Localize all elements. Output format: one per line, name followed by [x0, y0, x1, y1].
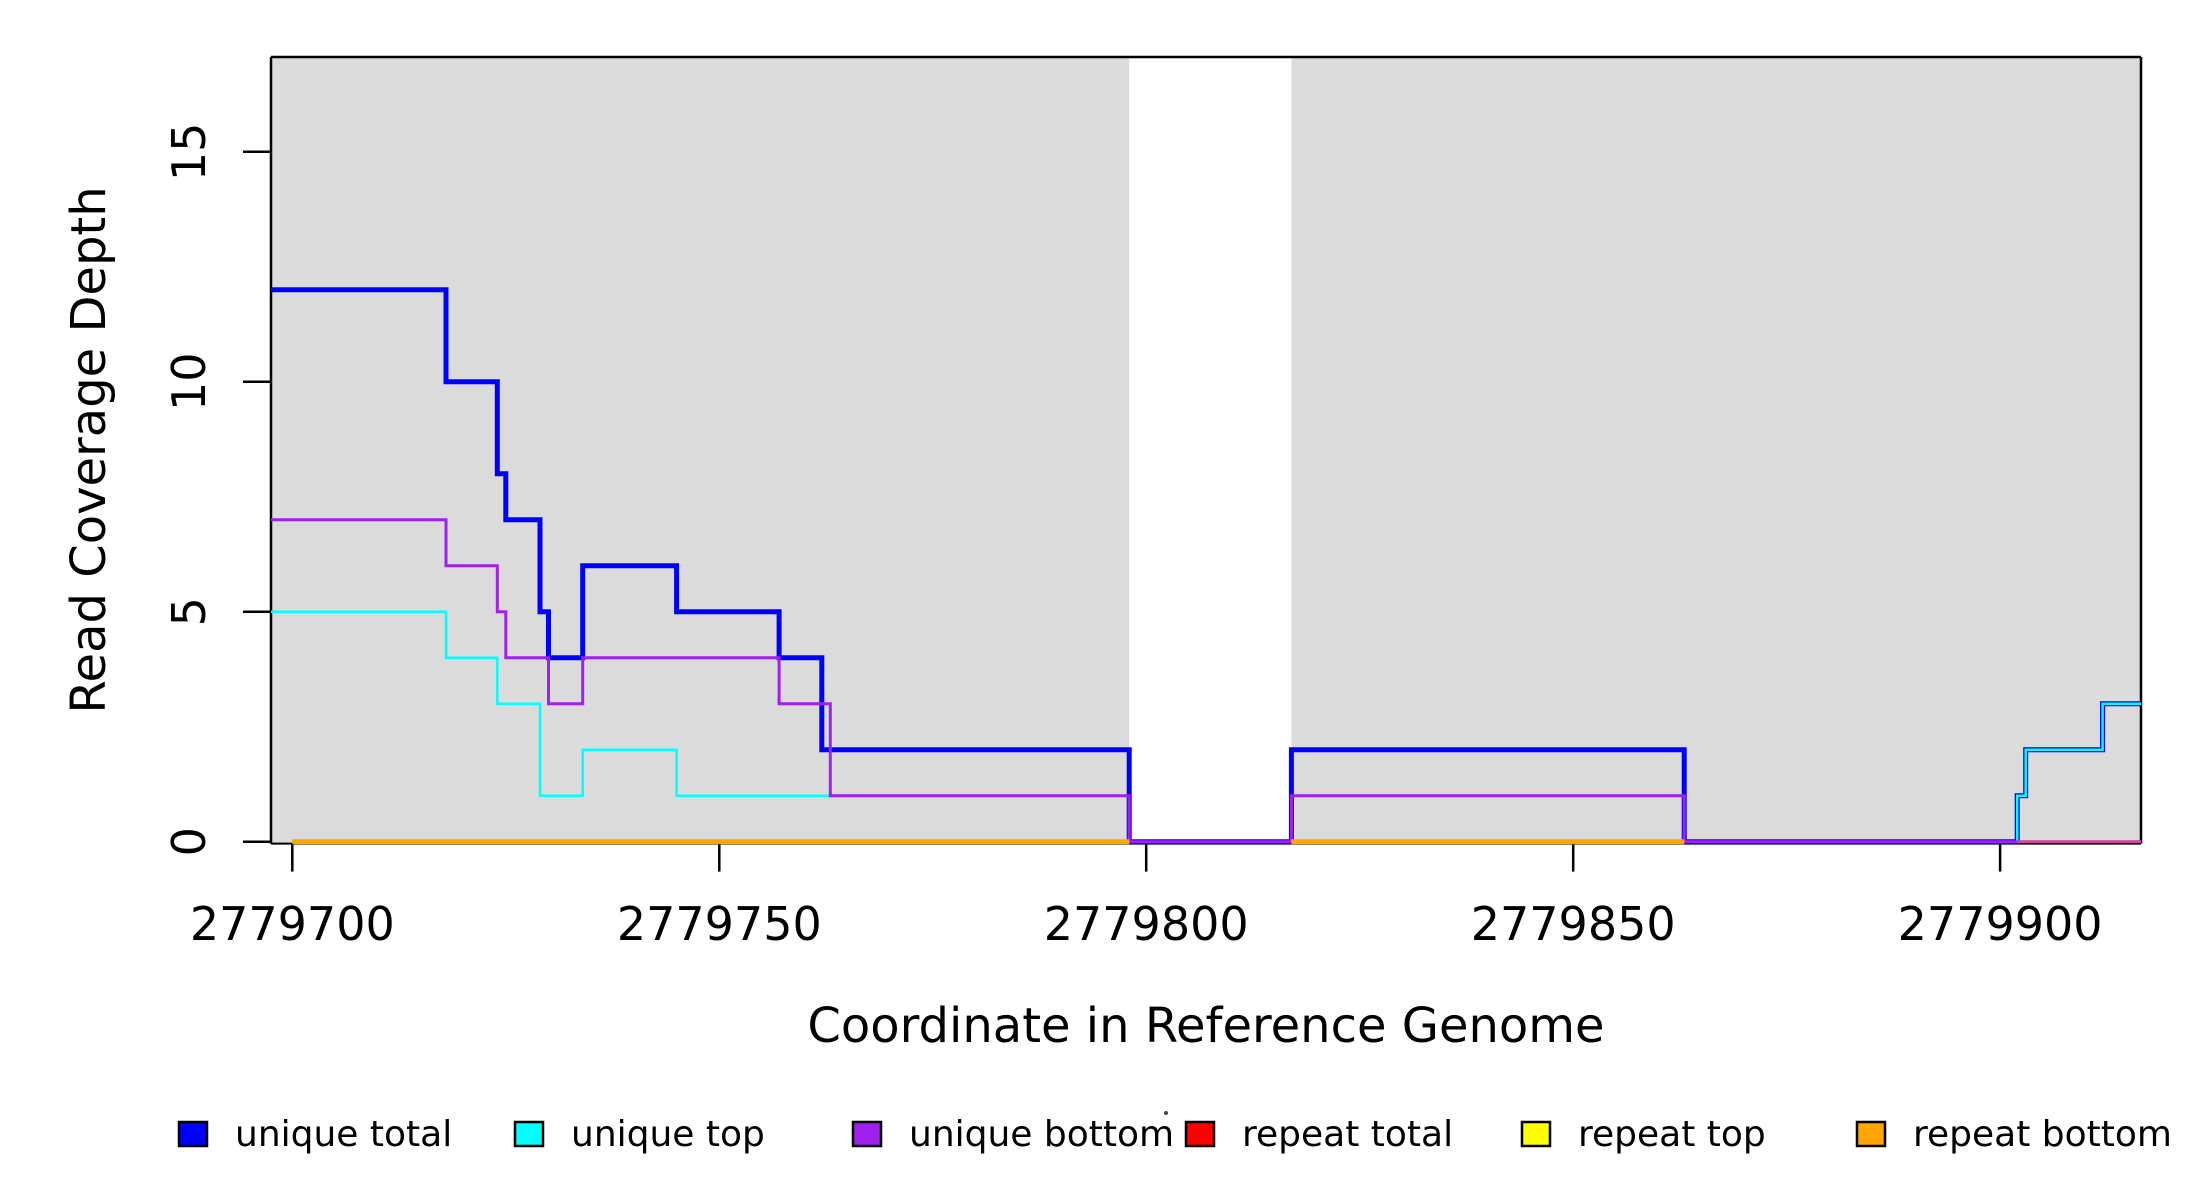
y-tick-label: 0 — [162, 827, 216, 856]
shaded-region — [271, 57, 1130, 844]
unique-top-swatch-icon — [513, 1120, 545, 1148]
legend-item-unique-total: unique total — [177, 1114, 452, 1155]
legend-item-repeat-bottom: repeat bottom — [1855, 1114, 2172, 1155]
legend-item-label: repeat bottom — [1913, 1114, 2172, 1155]
x-tick-label: 2779700 — [190, 897, 395, 951]
x-tick-label: 2779750 — [617, 897, 822, 951]
legend-item-label: repeat top — [1578, 1114, 1766, 1155]
y-tick-label: 10 — [162, 352, 216, 411]
x-axis-title: Coordinate in Reference Genome — [807, 998, 1604, 1054]
stray-dot-artifact — [1164, 1111, 1168, 1115]
y-axis-title: Read Coverage Depth — [61, 186, 117, 713]
legend-item-label: repeat total — [1242, 1114, 1453, 1155]
x-tick-label: 2779800 — [1044, 897, 1249, 951]
shaded-region — [1291, 57, 2141, 844]
x-tick-label: 2779900 — [1898, 897, 2103, 951]
legend-item-unique-bottom: unique bottom — [851, 1114, 1174, 1155]
legend-item-repeat-total: repeat total — [1184, 1114, 1453, 1155]
repeat-bottom-swatch-icon — [1855, 1120, 1887, 1148]
repeat-total-swatch-icon — [1184, 1120, 1216, 1148]
legend-item-label: unique top — [571, 1114, 765, 1155]
series-line-unique-bottom — [271, 518, 2141, 844]
axes-layer: 2779700 2779750 2779800 2779850 2779900 0 5 10 1… — [162, 55, 2143, 951]
legend-item-label: unique bottom — [909, 1114, 1174, 1155]
legend-item-repeat-top: repeat top — [1520, 1114, 1766, 1155]
unique-bottom-swatch-icon — [851, 1120, 883, 1148]
y-tick-label: 15 — [162, 123, 216, 182]
shaded-regions-layer — [271, 57, 2141, 844]
legend-item-unique-top: unique top — [513, 1114, 765, 1155]
y-tick-label: 5 — [162, 597, 216, 626]
unique-total-swatch-icon — [177, 1120, 209, 1148]
legend-item-label: unique total — [235, 1114, 452, 1155]
repeat-top-swatch-icon — [1520, 1120, 1552, 1148]
series-lines-layer — [271, 287, 2141, 845]
x-tick-label: 2779850 — [1471, 897, 1676, 951]
legend: unique total unique top unique bottom re… — [177, 1114, 2172, 1155]
